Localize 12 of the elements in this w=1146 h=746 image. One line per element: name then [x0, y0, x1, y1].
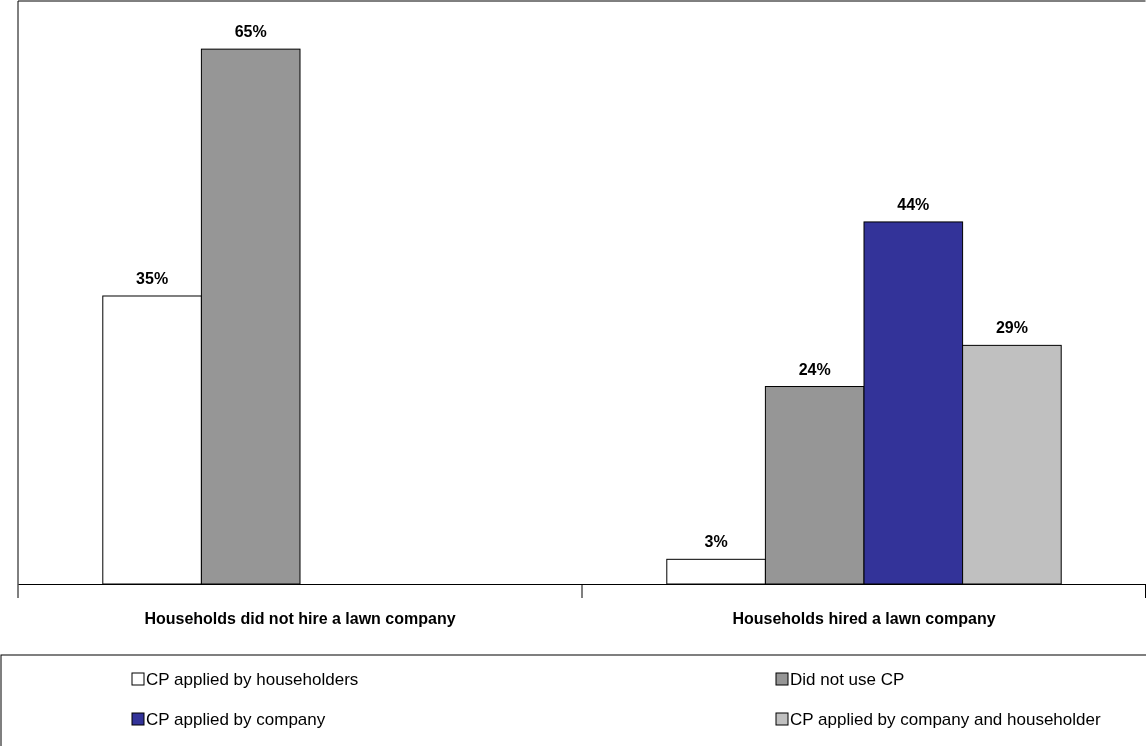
data-label: 35%	[136, 270, 169, 287]
x-tick-label: Households hired a lawn company	[732, 610, 996, 627]
legend-label: Did not use CP	[790, 670, 905, 689]
data-label: 65%	[234, 23, 267, 41]
legend-label: CP applied by householders	[146, 670, 359, 689]
legend-label: CP applied by company and householder	[790, 710, 1101, 729]
data-label: 44%	[897, 195, 930, 213]
x-tick-label: Households did not hire a lawn company	[144, 610, 456, 627]
data-label: 3%	[704, 533, 728, 551]
legend-label: CP applied by company	[146, 710, 326, 729]
data-label: 24%	[798, 360, 831, 378]
data-label: 29%	[995, 319, 1028, 337]
